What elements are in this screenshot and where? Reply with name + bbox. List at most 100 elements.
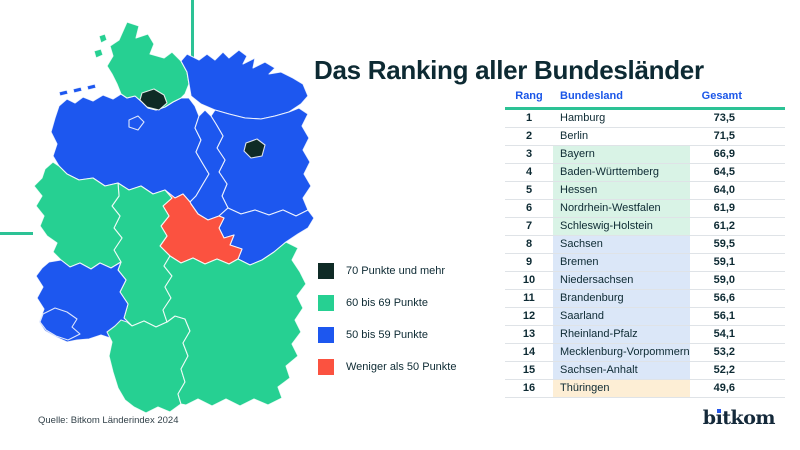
total-cell: 52,2 xyxy=(713,364,735,376)
state-schleswig-holstein xyxy=(93,21,190,111)
legend-label: 60 bis 69 Punkte xyxy=(346,297,428,309)
header-rank: Rang xyxy=(515,90,543,102)
state-cell: Berlin xyxy=(560,130,589,142)
state-cell: Sachsen xyxy=(553,236,690,253)
state-cell: Hamburg xyxy=(560,112,606,124)
logo-text-prefix: b xyxy=(702,407,716,429)
state-cell: Saarland xyxy=(553,308,690,325)
bitkom-logo: bı tkom xyxy=(702,407,776,429)
state-cell: Brandenburg xyxy=(553,290,690,307)
crosshair-vertical-line xyxy=(191,0,194,78)
logo-letter-i: ı xyxy=(716,407,723,429)
total-cell: 54,1 xyxy=(713,328,735,340)
table-row: 3 Bayern 66,9 xyxy=(505,146,785,164)
state-brandenburg xyxy=(210,107,312,217)
header-rule xyxy=(505,107,785,110)
rank-cell: 2 xyxy=(525,130,533,142)
rank-cell: 13 xyxy=(522,328,536,340)
state-cell: Bayern xyxy=(553,146,690,163)
table-row: 15 Sachsen-Anhalt 52,2 xyxy=(505,362,785,380)
total-cell: 49,6 xyxy=(713,382,735,394)
state-cell: Schleswig-Holstein xyxy=(553,218,690,235)
rank-cell: 1 xyxy=(525,112,533,124)
state-berlin xyxy=(243,138,266,159)
state-cell: Mecklenburg-Vorpommern xyxy=(553,344,690,361)
total-cell: 66,9 xyxy=(713,148,735,160)
state-cell: Niedersachsen xyxy=(553,272,690,289)
total-cell: 71,5 xyxy=(713,130,735,142)
total-cell: 61,9 xyxy=(713,202,735,214)
table-row: 7 Schleswig-Holstein 61,2 xyxy=(505,218,785,236)
state-cell: Thüringen xyxy=(553,380,690,397)
rank-cell: 14 xyxy=(522,346,536,358)
state-cell: Nordrhein-Westfalen xyxy=(553,200,690,217)
legend-label: 70 Punkte und mehr xyxy=(346,265,446,277)
total-cell: 56,6 xyxy=(713,292,735,304)
table-row: 4 Baden-Württemberg 64,5 xyxy=(505,164,785,182)
table-row: 8 Sachsen 59,5 xyxy=(505,236,785,254)
logo-i-dot xyxy=(716,408,721,413)
legend-item: Weniger als 50 Punkte xyxy=(318,359,456,375)
state-hamburg xyxy=(139,88,168,111)
ranking-rows: 1 Hamburg 73,5 2 Berlin 71,5 3 Bayern 66… xyxy=(505,110,785,398)
logo-dotless-i: ı xyxy=(715,407,723,429)
rank-cell: 15 xyxy=(522,364,536,376)
table-row: 16 Thüringen 49,6 xyxy=(505,380,785,398)
rank-cell: 9 xyxy=(525,256,533,268)
total-cell: 64,0 xyxy=(713,184,735,196)
legend-swatch xyxy=(318,327,334,343)
logo-text-suffix: tkom xyxy=(722,407,775,429)
crosshair-horizontal-line xyxy=(0,232,33,235)
legend-swatch xyxy=(318,263,334,279)
table-row: 5 Hessen 64,0 xyxy=(505,182,785,200)
state-mecklenburg-vorpommern xyxy=(180,49,309,120)
legend-label: 50 bis 59 Punkte xyxy=(346,329,428,341)
rank-cell: 5 xyxy=(525,184,533,196)
total-cell: 73,5 xyxy=(713,112,735,124)
page-title: Das Ranking aller Bundesländer xyxy=(314,55,704,86)
state-cell: Rheinland-Pfalz xyxy=(553,326,690,343)
total-cell: 56,1 xyxy=(713,310,735,322)
legend-swatch xyxy=(318,295,334,311)
rank-cell: 3 xyxy=(525,148,533,160)
table-header-row: Rang Bundesland Gesamt xyxy=(505,86,785,107)
legend-item: 50 bis 59 Punkte xyxy=(318,327,456,343)
state-cell: Sachsen-Anhalt xyxy=(553,362,690,379)
legend-item: 60 bis 69 Punkte xyxy=(318,295,456,311)
state-bremen xyxy=(128,115,145,131)
header-total: Gesamt xyxy=(701,90,742,102)
rank-cell: 7 xyxy=(525,220,533,232)
table-row: 14 Mecklenburg-Vorpommern 53,2 xyxy=(505,344,785,362)
rank-cell: 8 xyxy=(525,238,533,250)
state-cell: Baden-Württemberg xyxy=(553,164,690,181)
table-row: 9 Bremen 59,1 xyxy=(505,254,785,272)
rank-cell: 4 xyxy=(525,166,533,178)
state-cell: Bremen xyxy=(553,254,690,271)
rank-cell: 16 xyxy=(522,382,536,394)
total-cell: 59,1 xyxy=(713,256,735,268)
table-row: 10 Niedersachsen 59,0 xyxy=(505,272,785,290)
rank-cell: 10 xyxy=(522,274,536,286)
total-cell: 53,2 xyxy=(713,346,735,358)
table-row: 6 Nordrhein-Westfalen 61,9 xyxy=(505,200,785,218)
legend-item: 70 Punkte und mehr xyxy=(318,263,456,279)
table-row: 1 Hamburg 73,5 xyxy=(505,110,785,128)
header-state: Bundesland xyxy=(560,90,623,102)
rank-cell: 11 xyxy=(523,292,535,304)
state-bayern xyxy=(162,241,307,407)
rank-cell: 6 xyxy=(525,202,533,214)
total-cell: 64,5 xyxy=(713,166,735,178)
ranking-table: Rang Bundesland Gesamt 1 Hamburg 73,5 2 … xyxy=(505,86,785,398)
legend: 70 Punkte und mehr 60 bis 69 Punkte 50 b… xyxy=(318,263,456,391)
table-row: 11 Brandenburg 56,6 xyxy=(505,290,785,308)
legend-swatch xyxy=(318,359,334,375)
total-cell: 59,0 xyxy=(713,274,735,286)
table-row: 2 Berlin 71,5 xyxy=(505,128,785,146)
total-cell: 59,5 xyxy=(713,238,735,250)
state-saarland xyxy=(39,307,81,341)
legend-label: Weniger als 50 Punkte xyxy=(346,361,457,373)
table-row: 12 Saarland 56,1 xyxy=(505,308,785,326)
table-row: 13 Rheinland-Pfalz 54,1 xyxy=(505,326,785,344)
state-baden-wuerttemberg xyxy=(106,315,191,414)
total-cell: 61,2 xyxy=(713,220,735,232)
